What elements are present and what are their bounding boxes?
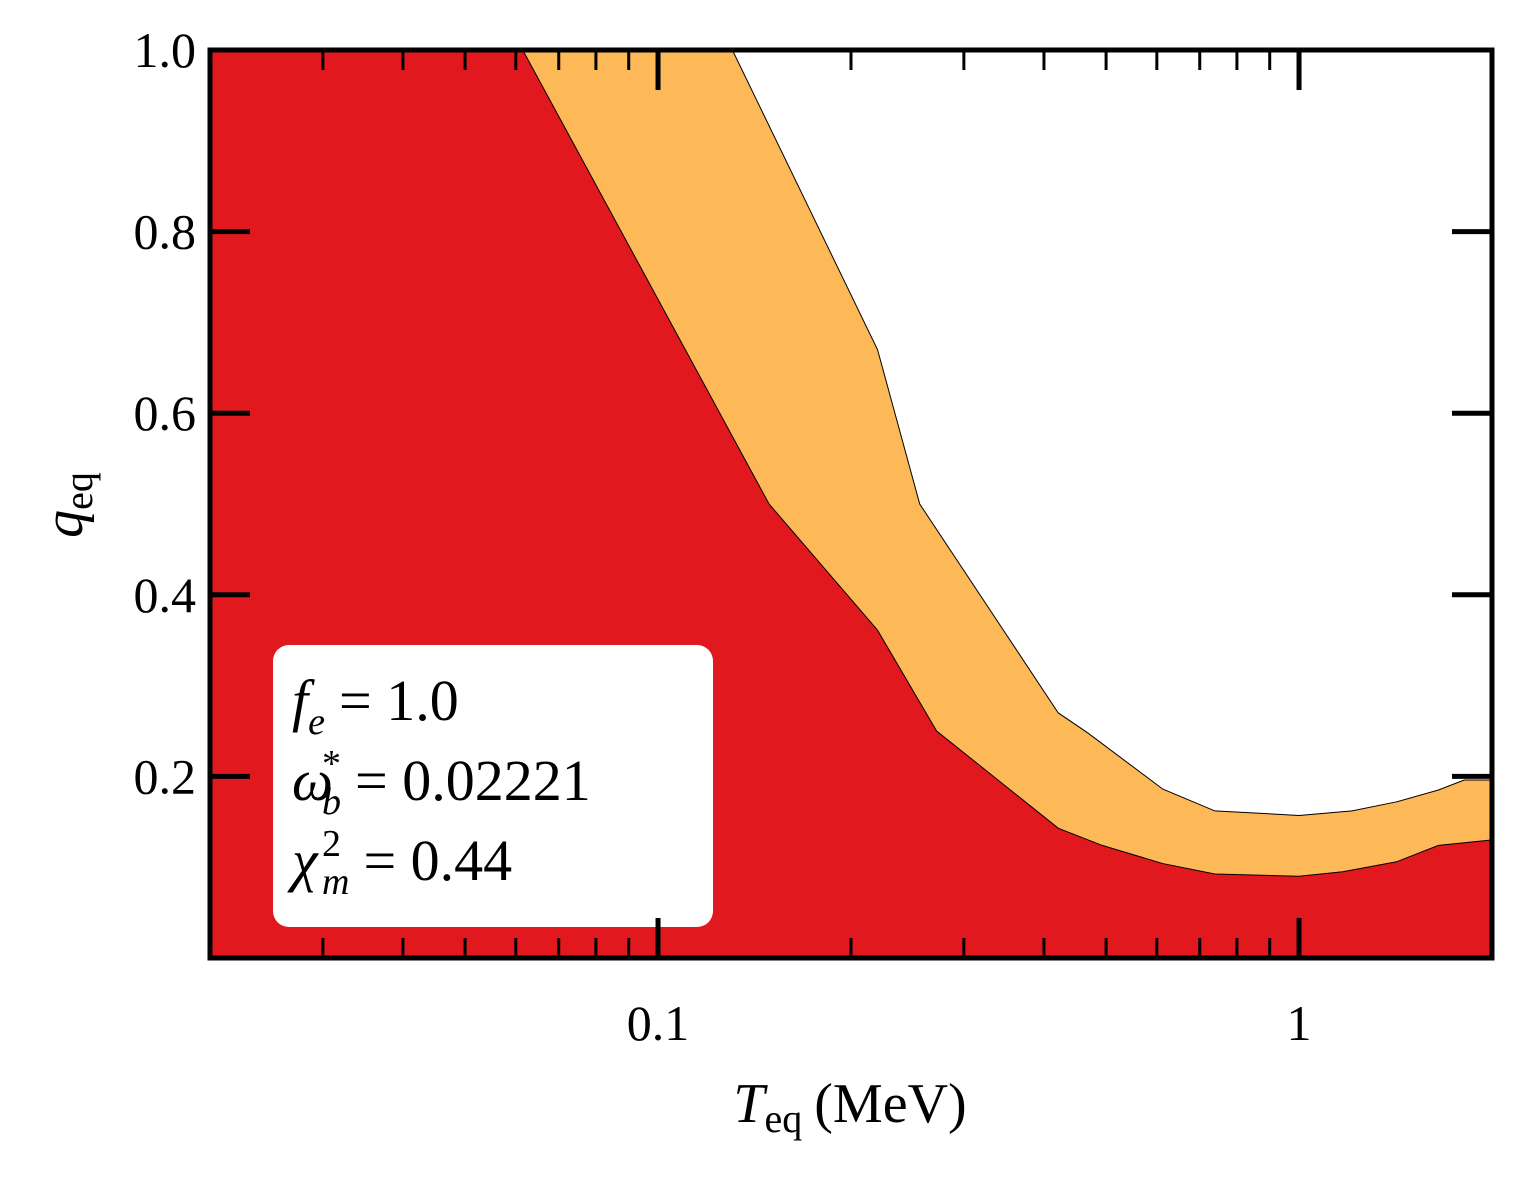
y-tick-label: 0.4 — [134, 567, 197, 623]
x-label-sub: eq — [765, 1096, 803, 1141]
y-axis-label: qeq — [33, 472, 101, 538]
y-tick-label: 0.2 — [134, 748, 197, 804]
x-tick-label: 1 — [1287, 995, 1312, 1051]
axes: 0.2 0.4 0.6 0.8 1.0 0.1 1 — [134, 22, 1494, 1051]
annotation-sup: 2 — [322, 823, 341, 865]
x-label-unit: (MeV) — [814, 1073, 966, 1135]
annotation: χ 2 m = 0.44 — [287, 823, 512, 903]
annotation-sub: m — [322, 861, 349, 903]
annotation-sup: * — [322, 743, 341, 785]
x-axis-label: Teq (MeV) — [733, 1073, 966, 1141]
annotation-text: = 0.44 — [363, 828, 512, 893]
annotation-box — [273, 645, 713, 927]
annotation-sub: e — [308, 701, 325, 743]
annotation: fe = 1.0 — [292, 668, 459, 743]
x-tick-label: 0.1 — [627, 995, 690, 1051]
annotation-sub: b — [322, 781, 341, 823]
annotation-symbol: χ — [287, 828, 319, 893]
annotation-text: = 1.0 — [339, 668, 459, 733]
y-label-symbol: q — [33, 510, 95, 538]
y-tick-label: 0.6 — [134, 385, 197, 441]
annotation: ω* b = 0.02221 — [292, 743, 591, 823]
y-label-sub: eq — [56, 472, 101, 510]
x-label-symbol: T — [733, 1073, 768, 1135]
y-tick-label: 0.8 — [134, 204, 197, 260]
annotation-symbol: ω — [292, 748, 333, 813]
annotation-text: = 0.02221 — [355, 748, 591, 813]
y-tick-label: 1.0 — [134, 22, 197, 78]
